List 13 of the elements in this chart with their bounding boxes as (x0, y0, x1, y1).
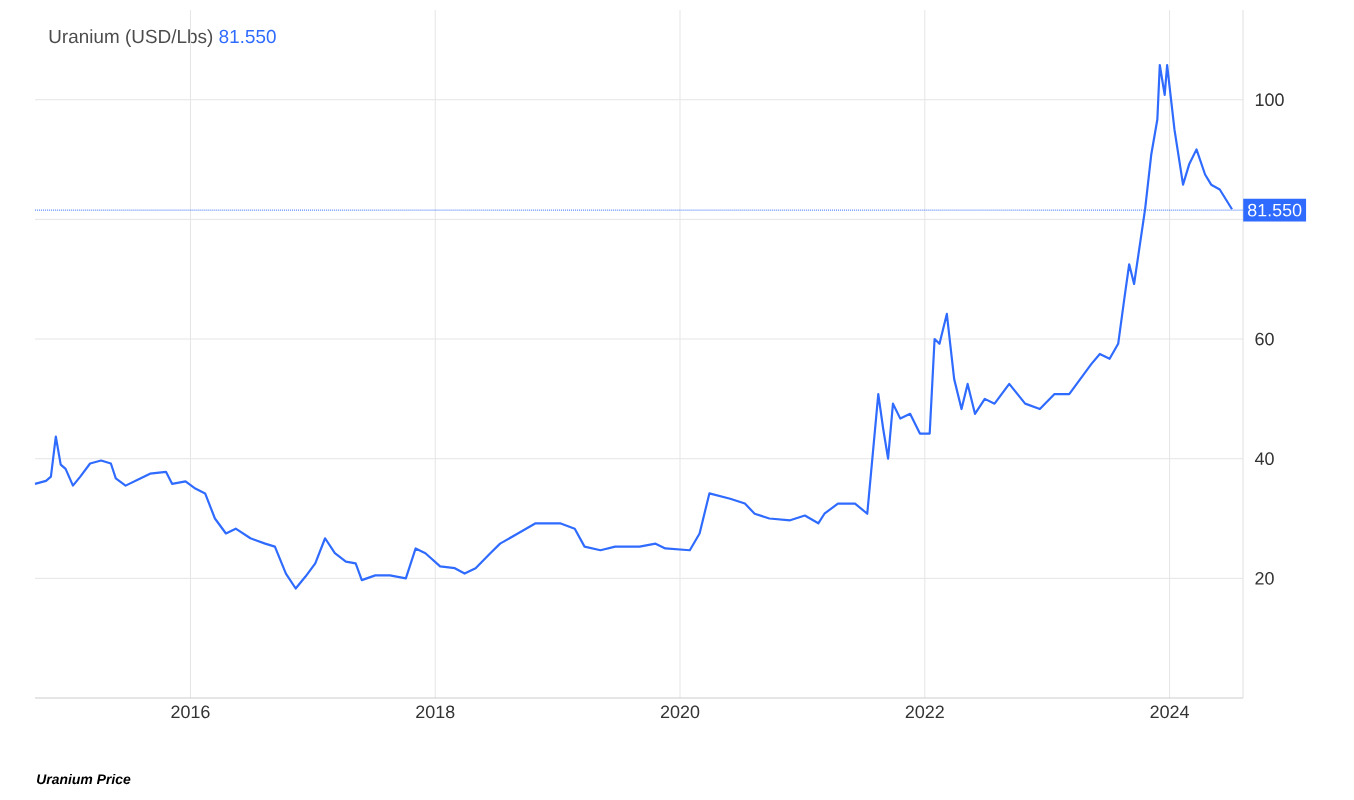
text: 81.550 (219, 29, 276, 44)
text: Uranium Price (37, 773, 131, 785)
y-tick-label: 20 (1255, 571, 1274, 585)
x-tick-label: 2016 (171, 705, 210, 719)
x-tick-label: 2022 (905, 705, 944, 719)
y-tick-label: 40 (1254, 452, 1274, 466)
x-tick-label: 2020 (660, 705, 700, 719)
y-tick-label: 60 (1255, 332, 1274, 346)
ref-line-label: 81.550 (1248, 203, 1302, 217)
text: Uranium (USD/Lbs) (49, 29, 213, 47)
x-tick-label: 2018 (416, 705, 455, 719)
y-tick-label: 100 (1255, 93, 1284, 107)
x-tick-label: 2024 (1150, 705, 1189, 719)
